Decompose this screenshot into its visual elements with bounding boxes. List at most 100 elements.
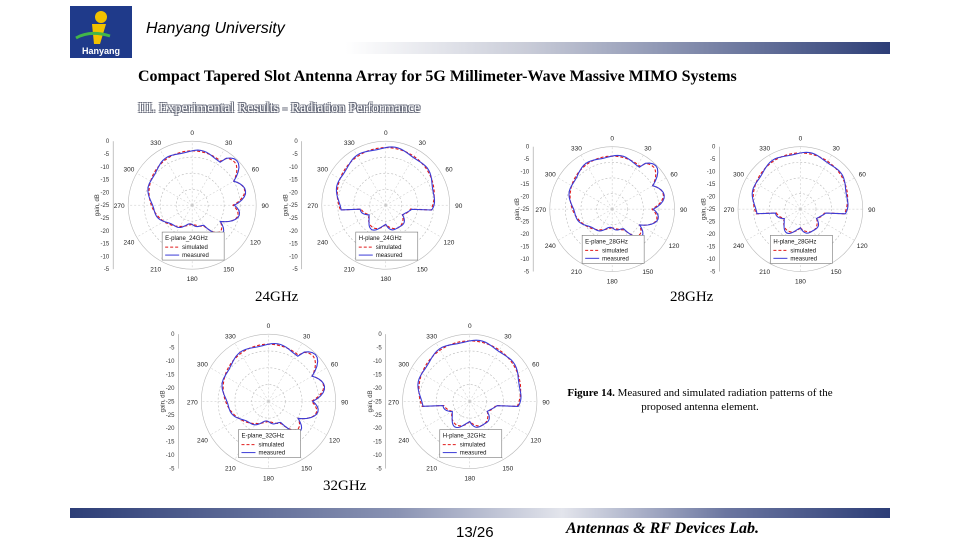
angle-tick-label: 210 xyxy=(344,266,355,273)
gain-tick-label: 0 xyxy=(294,139,298,145)
gain-tick-label: -25 xyxy=(373,413,382,419)
polar-plot-h-24: 0 30 60 90 120 150 180 210 240 270 300 330 0 -5 -10 -15… xyxy=(276,122,472,282)
legend-measured: measured xyxy=(460,451,487,457)
gain-tick-label: -25 xyxy=(520,220,529,226)
gain-tick-label: -10 xyxy=(373,359,382,365)
gain-tick-label: -20 xyxy=(707,232,716,238)
gain-tick-label: -10 xyxy=(520,170,529,176)
gain-tick-label: -10 xyxy=(373,453,382,459)
freq-label-24ghz: 24GHz xyxy=(255,289,299,305)
angle-tick-label: 0 xyxy=(799,136,803,143)
angle-tick-label: 30 xyxy=(419,140,427,147)
legend-title: H-plane_24GHz xyxy=(359,236,402,242)
angle-tick-label: 90 xyxy=(341,399,349,406)
hanyang-logo: Hanyang xyxy=(70,6,132,58)
gain-tick-label: -15 xyxy=(166,372,175,378)
gain-tick-label: -5 xyxy=(104,267,110,273)
gain-tick-label: -20 xyxy=(289,229,298,235)
gain-tick-label: -20 xyxy=(100,190,109,196)
polar-plot-h-32: 0 30 60 90 120 150 180 210 240 270 300 330 0 -5 -10 -15… xyxy=(360,314,556,482)
angle-tick-label: 300 xyxy=(197,361,208,368)
angle-tick-label: 270 xyxy=(388,399,399,406)
footer-bar xyxy=(70,508,890,518)
angle-tick-label: 180 xyxy=(795,279,806,284)
angle-tick-label: 120 xyxy=(444,240,455,247)
angle-tick-label: 270 xyxy=(307,203,318,210)
angle-tick-label: 60 xyxy=(670,171,678,178)
gain-tick-label: -15 xyxy=(100,178,109,184)
figure-caption-text: Measured and simulated radiation pattern… xyxy=(617,387,833,413)
gain-tick-label: -10 xyxy=(100,165,109,171)
legend-measured: measured xyxy=(602,256,629,262)
angle-tick-label: 150 xyxy=(223,266,234,273)
angle-tick-label: 0 xyxy=(384,130,388,137)
polar-svg: 0 30 60 90 120 150 180 210 240 270 300 330 0 -5 -10 -15… xyxy=(95,130,269,282)
angle-tick-label: 330 xyxy=(344,140,355,147)
measured-pattern-line xyxy=(751,151,849,234)
angle-tick-label: 330 xyxy=(150,140,161,147)
legend-measured: measured xyxy=(258,451,285,457)
gain-tick-label: -25 xyxy=(373,399,382,405)
gain-tick-label: -10 xyxy=(707,170,716,176)
legend-title: H-plane_32GHz xyxy=(443,434,486,440)
gain-tick-label: -5 xyxy=(710,270,716,276)
gain-tick-label: 0 xyxy=(526,145,530,151)
gain-tick-label: 0 xyxy=(171,332,175,338)
angle-tick-label: 60 xyxy=(532,361,540,368)
angle-tick-label: 150 xyxy=(642,269,653,276)
angle-tick-label: 30 xyxy=(504,333,512,340)
slide-title: Compact Tapered Slot Antenna Array for 5… xyxy=(138,68,737,85)
gain-tick-label: -25 xyxy=(100,203,109,209)
angle-tick-label: 180 xyxy=(464,476,475,482)
measured-pattern-line xyxy=(147,149,247,235)
gain-tick-label: -5 xyxy=(292,267,298,273)
angle-tick-label: 300 xyxy=(398,361,409,368)
gain-axis-label: gain, dB xyxy=(160,390,166,412)
gain-tick-label: -25 xyxy=(707,207,716,213)
angle-tick-label: 60 xyxy=(252,167,260,174)
polar-svg: 0 30 60 90 120 150 180 210 240 270 300 330 0 -5 -10 -15… xyxy=(284,130,463,282)
gain-tick-label: 0 xyxy=(106,139,110,145)
gain-tick-label: 0 xyxy=(378,332,382,338)
angle-tick-label: 180 xyxy=(263,476,274,482)
gain-tick-label: -25 xyxy=(289,203,298,209)
polar-svg: 0 30 60 90 120 150 180 210 240 270 300 330 0 -5 -10 -15… xyxy=(515,136,687,284)
lab-name: Antennas & RF Devices Lab. xyxy=(566,520,760,537)
angle-tick-label: 330 xyxy=(759,145,770,152)
angle-tick-label: 30 xyxy=(225,140,233,147)
angle-tick-label: 330 xyxy=(426,333,437,340)
angle-tick-label: 270 xyxy=(187,399,198,406)
gain-tick-label: -15 xyxy=(373,440,382,446)
legend-simulated: simulated xyxy=(790,248,816,254)
angle-tick-label: 300 xyxy=(545,171,556,178)
gain-tick-label: -15 xyxy=(707,245,716,251)
gain-tick-label: -20 xyxy=(707,195,716,201)
university-name: Hanyang University xyxy=(146,20,285,37)
gain-tick-label: -20 xyxy=(373,426,382,432)
gain-tick-label: -15 xyxy=(289,242,298,248)
gain-tick-label: -10 xyxy=(520,257,529,263)
angle-tick-label: 240 xyxy=(398,437,409,444)
gain-tick-label: -10 xyxy=(166,453,175,459)
legend-title: E-plane_24GHz xyxy=(165,236,208,242)
polar-svg: 0 30 60 90 120 150 180 210 240 270 300 330 0 -5 -10 -15… xyxy=(368,323,550,482)
angle-tick-label: 240 xyxy=(197,437,208,444)
gain-tick-label: -15 xyxy=(289,178,298,184)
legend-title: E-plane_28GHz xyxy=(585,239,628,245)
angle-tick-label: 180 xyxy=(187,276,198,282)
legend-simulated: simulated xyxy=(602,248,628,254)
gain-tick-label: -25 xyxy=(100,216,109,222)
gain-tick-label: -25 xyxy=(166,413,175,419)
angle-tick-label: 300 xyxy=(124,167,135,174)
gain-axis-label: gain, dB xyxy=(701,198,707,220)
measured-pattern-line xyxy=(335,146,436,231)
polar-plot-e-32: 0 30 60 90 120 150 180 210 240 270 300 330 0 -5 -10 -15… xyxy=(152,314,360,482)
angle-tick-label: 120 xyxy=(250,240,261,247)
figure-caption: Figure 14. Measured and simulated radiat… xyxy=(560,386,840,414)
gain-tick-label: -5 xyxy=(292,152,298,158)
measured-pattern-line xyxy=(568,154,665,238)
angle-tick-label: 330 xyxy=(571,145,582,152)
angle-tick-label: 30 xyxy=(832,145,840,152)
angle-tick-label: 150 xyxy=(417,266,428,273)
gain-tick-label: -10 xyxy=(289,165,298,171)
